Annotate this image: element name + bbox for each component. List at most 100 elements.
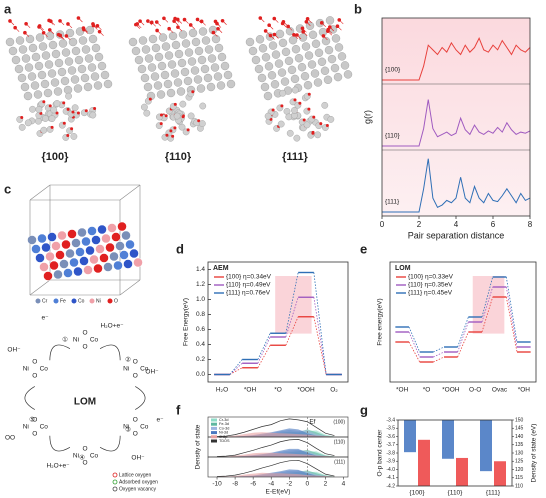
facet-label: {110} — [165, 151, 192, 163]
legend-label: Fe-3d — [219, 422, 229, 426]
cycle-annotation: OH⁻ — [131, 455, 145, 462]
legend-dot — [112, 479, 118, 485]
atom — [25, 34, 35, 44]
atom — [93, 81, 103, 90]
oxygen — [66, 133, 70, 137]
panel-label: g — [360, 402, 368, 417]
connector — [257, 345, 271, 368]
cycle-annotation: OO — [5, 435, 15, 442]
bond — [151, 22, 156, 27]
bond — [302, 31, 308, 36]
atom — [201, 36, 211, 45]
legend-dot — [112, 486, 118, 492]
atom — [220, 61, 230, 71]
atom — [97, 224, 107, 235]
atom — [64, 57, 74, 66]
atom — [190, 66, 200, 75]
atom — [179, 100, 187, 108]
atom-label: Co — [90, 337, 99, 344]
atom — [71, 104, 79, 112]
bond — [337, 26, 342, 31]
atom — [214, 43, 224, 53]
atom — [157, 61, 167, 71]
atom — [158, 33, 168, 42]
atom — [101, 233, 111, 244]
connector — [408, 326, 421, 353]
atom — [89, 111, 97, 119]
atom — [291, 106, 298, 114]
atom — [286, 129, 294, 137]
connector — [229, 367, 243, 375]
x-tick-label: O₂ — [330, 387, 338, 394]
bond — [66, 35, 71, 41]
legend-swatch — [211, 439, 217, 443]
atom — [115, 241, 125, 251]
strip-label: (110) — [334, 439, 346, 445]
atom — [128, 37, 138, 47]
strip-label: (100) — [333, 419, 345, 425]
atom — [188, 28, 198, 38]
atom — [320, 66, 330, 76]
bond — [163, 18, 169, 23]
plot-frame — [389, 261, 537, 383]
oxygen — [271, 108, 275, 112]
strip-frame — [207, 456, 349, 478]
atom — [27, 72, 37, 81]
atom — [187, 57, 197, 66]
atom — [81, 236, 91, 247]
x-tick-label: 2 — [324, 481, 328, 488]
atom — [78, 36, 88, 45]
atom — [277, 120, 285, 128]
atom — [267, 71, 277, 80]
bond — [67, 23, 73, 29]
step-number: ① — [62, 336, 68, 344]
atom — [121, 230, 131, 241]
x-tick-label: {100} — [409, 490, 425, 497]
bond — [156, 21, 161, 27]
atom-label: Co — [140, 424, 149, 431]
atom — [93, 263, 103, 274]
atom — [44, 60, 54, 69]
atom — [18, 123, 26, 131]
atom — [71, 46, 81, 56]
atom — [340, 61, 350, 70]
oxygen — [171, 134, 175, 138]
atom — [277, 68, 287, 77]
oxygen — [159, 122, 163, 126]
atom — [89, 254, 99, 265]
chart-label: AEM — [213, 265, 229, 272]
cycle-arrow — [99, 344, 121, 361]
panel-label: b — [354, 1, 362, 16]
y-tick-label: 1.4 — [196, 266, 205, 273]
y-axis-label: Free energy(eV) — [377, 298, 384, 345]
atom — [65, 28, 75, 38]
y-axis-label: Free Energy(eV) — [183, 298, 190, 346]
x-tick-label: *OOH — [442, 387, 460, 394]
atom — [279, 89, 287, 97]
oxygen — [62, 101, 66, 105]
atom — [77, 227, 87, 238]
y-tick-label: 0.0 — [196, 371, 205, 378]
atom — [109, 251, 119, 262]
atom — [38, 42, 48, 51]
atom — [293, 134, 301, 142]
bond — [60, 35, 65, 40]
atom — [41, 242, 51, 253]
plot-background — [382, 18, 530, 216]
atom — [331, 34, 341, 43]
atom — [280, 77, 290, 86]
cycle-arrow — [99, 435, 121, 452]
connector — [481, 276, 494, 318]
bar — [442, 420, 454, 459]
oxygen — [191, 90, 195, 94]
step-number: ② — [125, 356, 131, 364]
atom — [268, 41, 278, 50]
atom — [171, 40, 181, 50]
atom — [284, 56, 294, 66]
atom-label: O — [133, 373, 138, 380]
bond — [215, 21, 220, 26]
oxygen — [71, 110, 75, 114]
atom — [87, 63, 97, 72]
atom — [28, 43, 38, 53]
atom — [180, 67, 190, 77]
